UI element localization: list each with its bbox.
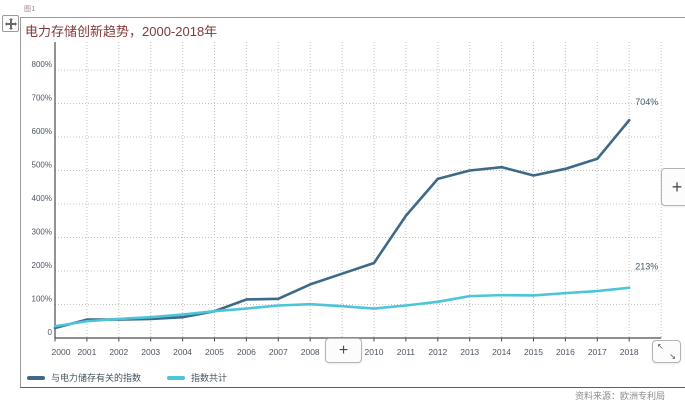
- chart-widget: [20, 17, 685, 388]
- zoom-in-button-right[interactable]: +: [661, 168, 685, 206]
- expand-button[interactable]: ↖ ↘: [652, 340, 681, 363]
- expand-nw-arrow-icon: ↖: [657, 342, 664, 351]
- move-button[interactable]: [2, 15, 19, 32]
- chart-title: 电力存储创新趋势，2000-2018年: [25, 24, 218, 39]
- plus-icon: +: [671, 176, 683, 197]
- figure-label: 图1: [24, 6, 36, 13]
- legend-item-series2: 指数共计: [167, 371, 227, 384]
- legend: 与电力储存有关的指数 指数共计: [27, 371, 227, 384]
- source-note: 资料来源：欧洲专利局: [574, 391, 665, 401]
- move-icon: [4, 17, 17, 30]
- expand-se-arrow-icon: ↘: [669, 352, 676, 361]
- zoom-in-button-bottom[interactable]: +: [325, 338, 362, 363]
- legend-label-series1: 与电力储存有关的指数: [51, 373, 142, 383]
- plus-icon: +: [338, 341, 349, 359]
- legend-swatch-series2: [167, 375, 186, 380]
- legend-label-series2: 指数共计: [191, 373, 228, 383]
- legend-item-series1: 与电力储存有关的指数: [27, 371, 141, 384]
- legend-swatch-series1: [27, 375, 45, 380]
